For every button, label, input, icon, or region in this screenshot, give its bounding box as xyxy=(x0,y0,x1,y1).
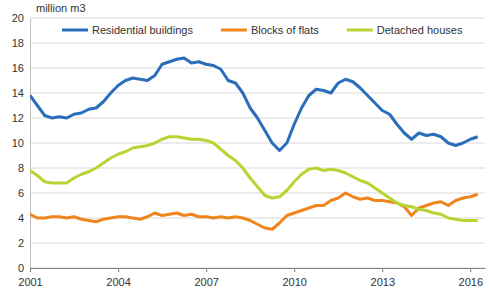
y-tick-label: 10 xyxy=(12,137,24,149)
y-tick-label: 20 xyxy=(12,12,24,24)
y-axis-line xyxy=(30,19,31,269)
x-axis: 2001 2004 2007 2010 2013 2016 xyxy=(18,268,485,288)
x-tick: 2010 xyxy=(282,268,306,288)
legend-swatch xyxy=(347,29,373,32)
y-tick: 16 xyxy=(12,62,30,74)
series-line xyxy=(30,58,478,151)
grid xyxy=(30,18,485,268)
y-tick: 18 xyxy=(12,37,30,49)
x-tick: 2016 xyxy=(459,268,483,288)
y-tick: 0 xyxy=(18,262,30,274)
y-tick-label: 18 xyxy=(12,37,24,49)
y-axis-title: million m3 xyxy=(36,2,86,14)
legend-label: Detached houses xyxy=(377,24,463,36)
y-tick: 14 xyxy=(12,87,30,99)
x-tick-label: 2004 xyxy=(106,276,130,288)
grid-line xyxy=(30,93,485,94)
x-tick-mark xyxy=(382,268,383,272)
y-tick: 10 xyxy=(12,137,30,149)
series-line xyxy=(30,193,478,229)
legend-swatch xyxy=(221,29,247,32)
chart: 0 2 4 6 8 10 12 14 16 18 20 2001 2004 2007 2010 2013 201… xyxy=(0,0,491,302)
grid-line xyxy=(30,243,485,244)
y-tick-label: 2 xyxy=(18,237,24,249)
y-tick-label: 0 xyxy=(18,262,24,274)
y-tick-label: 14 xyxy=(12,87,24,99)
x-tick-mark xyxy=(294,268,295,272)
y-tick-label: 6 xyxy=(18,187,24,199)
x-tick-mark xyxy=(30,268,31,272)
x-tick: 2001 xyxy=(18,268,42,288)
x-tick-label: 2001 xyxy=(18,276,42,288)
lines xyxy=(30,58,478,229)
x-tick-label: 2007 xyxy=(194,276,218,288)
legend: Residential buildings Blocks of flats Deta… xyxy=(62,24,463,36)
y-tick-label: 16 xyxy=(12,62,24,74)
grid-line xyxy=(30,68,485,69)
x-tick-label: 2013 xyxy=(371,276,395,288)
x-tick-label: 2010 xyxy=(282,276,306,288)
y-tick: 8 xyxy=(18,162,30,174)
grid-line xyxy=(30,193,485,194)
x-axis-line xyxy=(31,268,486,269)
grid-line xyxy=(30,18,485,19)
legend-item: Detached houses xyxy=(347,24,463,36)
y-tick: 6 xyxy=(18,187,30,199)
grid-line xyxy=(30,218,485,219)
x-tick-mark xyxy=(470,268,471,272)
x-tick-label: 2016 xyxy=(459,276,483,288)
y-tick: 4 xyxy=(18,212,30,224)
x-tick-mark xyxy=(206,268,207,272)
y-tick: 20 xyxy=(12,12,30,24)
x-tick: 2007 xyxy=(194,268,218,288)
grid-line xyxy=(30,143,485,144)
legend-item: Residential buildings xyxy=(62,24,193,36)
y-tick-label: 12 xyxy=(12,112,24,124)
x-tick: 2004 xyxy=(106,268,130,288)
y-tick: 12 xyxy=(12,112,30,124)
legend-swatch xyxy=(62,29,88,32)
x-tick-mark xyxy=(118,268,119,272)
y-tick: 2 xyxy=(18,237,30,249)
series-line xyxy=(30,137,478,221)
legend-label: Blocks of flats xyxy=(251,24,319,36)
x-tick: 2013 xyxy=(371,268,395,288)
y-tick-label: 8 xyxy=(18,162,24,174)
legend-label: Residential buildings xyxy=(92,24,193,36)
y-tick-label: 4 xyxy=(18,212,24,224)
plot: 0 2 4 6 8 10 12 14 16 18 20 2001 2004 2007 2010 2013 201… xyxy=(12,12,486,288)
legend-item: Blocks of flats xyxy=(221,24,319,36)
grid-line xyxy=(30,268,485,269)
grid-line xyxy=(30,43,485,44)
y-axis: 0 2 4 6 8 10 12 14 16 18 20 xyxy=(12,12,31,274)
